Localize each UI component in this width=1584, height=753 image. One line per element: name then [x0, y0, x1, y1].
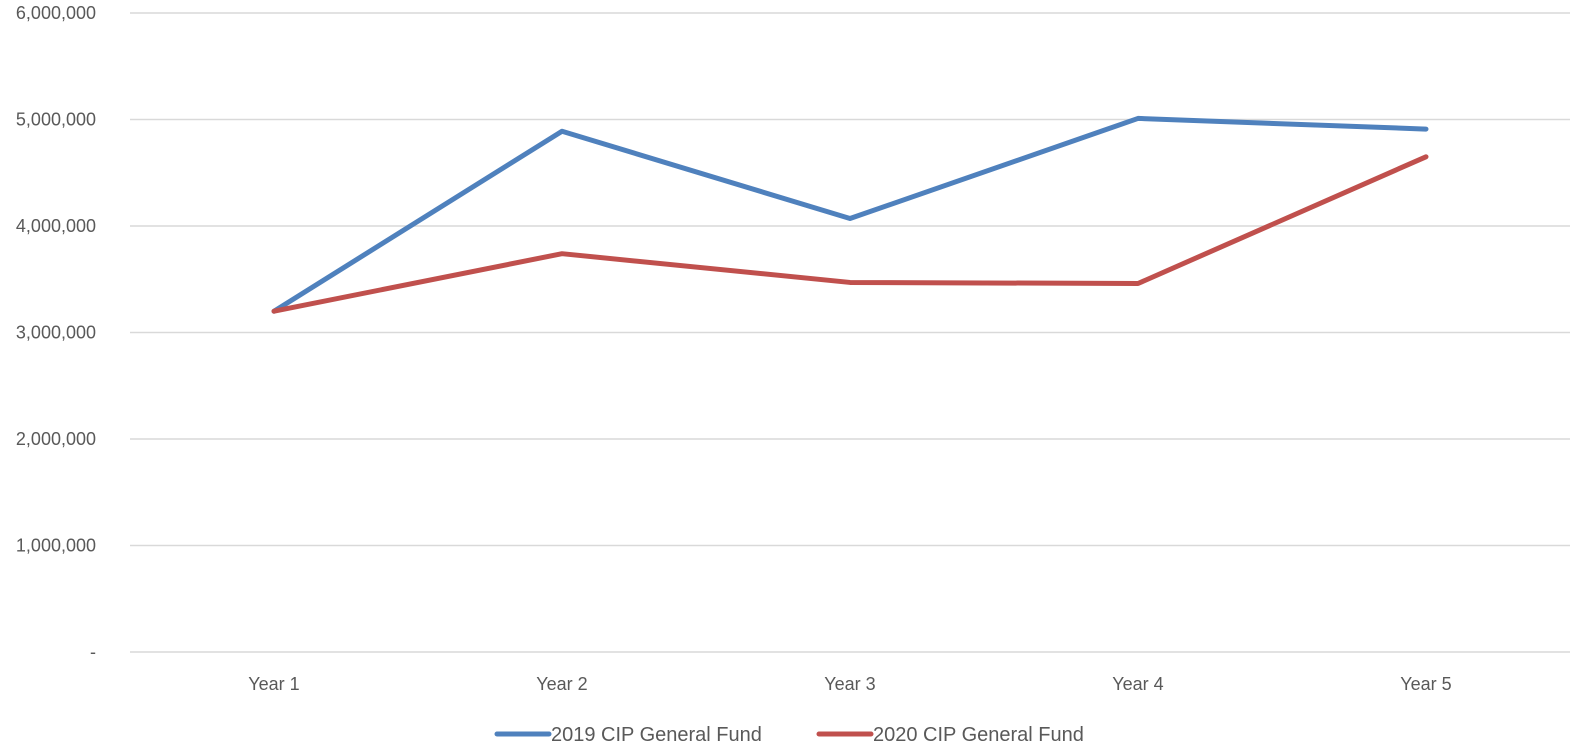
legend-label-0: 2019 CIP General Fund	[551, 724, 762, 746]
legend: 2019 CIP General Fund 2020 CIP General Fu…	[494, 724, 1084, 746]
x-tick-label: Year 1	[248, 674, 299, 694]
gridlines	[130, 12, 1570, 653]
y-tick-label: -	[90, 642, 96, 662]
x-tick-label: Year 5	[1400, 674, 1451, 694]
y-tick-label: 2,000,000	[16, 429, 96, 449]
y-tick-label: 1,000,000	[16, 536, 96, 556]
y-tick-label: 6,000,000	[16, 3, 96, 23]
legend-label-1: 2020 CIP General Fund	[873, 724, 1084, 746]
series-line-1	[271, 154, 1429, 314]
x-tick-label: Year 2	[536, 674, 587, 694]
series-lines	[271, 115, 1429, 314]
x-tick-label: Year 3	[824, 674, 875, 694]
y-axis-tick-labels: - 1,000,000 2,000,000 3,000,000 4,000,000 5,0…	[16, 3, 96, 662]
y-tick-label: 4,000,000	[16, 216, 96, 236]
y-tick-label: 5,000,000	[16, 110, 96, 130]
y-tick-label: 3,000,000	[16, 323, 96, 343]
x-tick-label: Year 4	[1112, 674, 1163, 694]
x-axis-tick-labels: Year 1 Year 2 Year 3 Year 4 Year 5	[248, 674, 1451, 694]
